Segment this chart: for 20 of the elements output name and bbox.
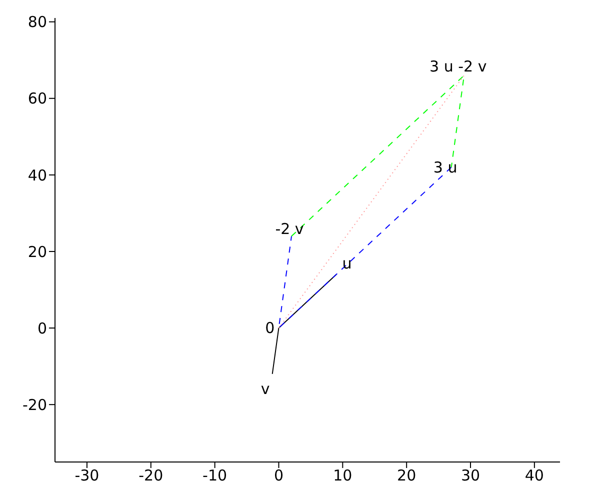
annotation: v [260, 380, 270, 398]
annotation: 0 [265, 319, 275, 338]
x-tick-label: 20 [397, 466, 416, 485]
annotation: 3 u -2 v [430, 57, 487, 76]
x-tick-label: 10 [333, 466, 352, 485]
x-tick-label: -10 [202, 466, 228, 485]
y-tick-label: 80 [28, 13, 47, 32]
annotation: -2 v [275, 220, 304, 238]
y-tick-label: 20 [28, 242, 47, 261]
annotation: 3 u [433, 158, 458, 176]
x-tick-label: -20 [138, 466, 164, 485]
y-tick-label: 0 [37, 319, 47, 338]
y-tick-label: -20 [22, 396, 47, 414]
x-tick-label: -30 [74, 466, 100, 485]
x-tick-label: 30 [460, 466, 480, 485]
annotation: u [342, 254, 352, 272]
y-tick-label: 40 [28, 166, 47, 184]
x-tick-label: 0 [274, 466, 284, 485]
x-tick-label: 40 [524, 466, 544, 485]
y-tick-label: 60 [28, 90, 47, 108]
